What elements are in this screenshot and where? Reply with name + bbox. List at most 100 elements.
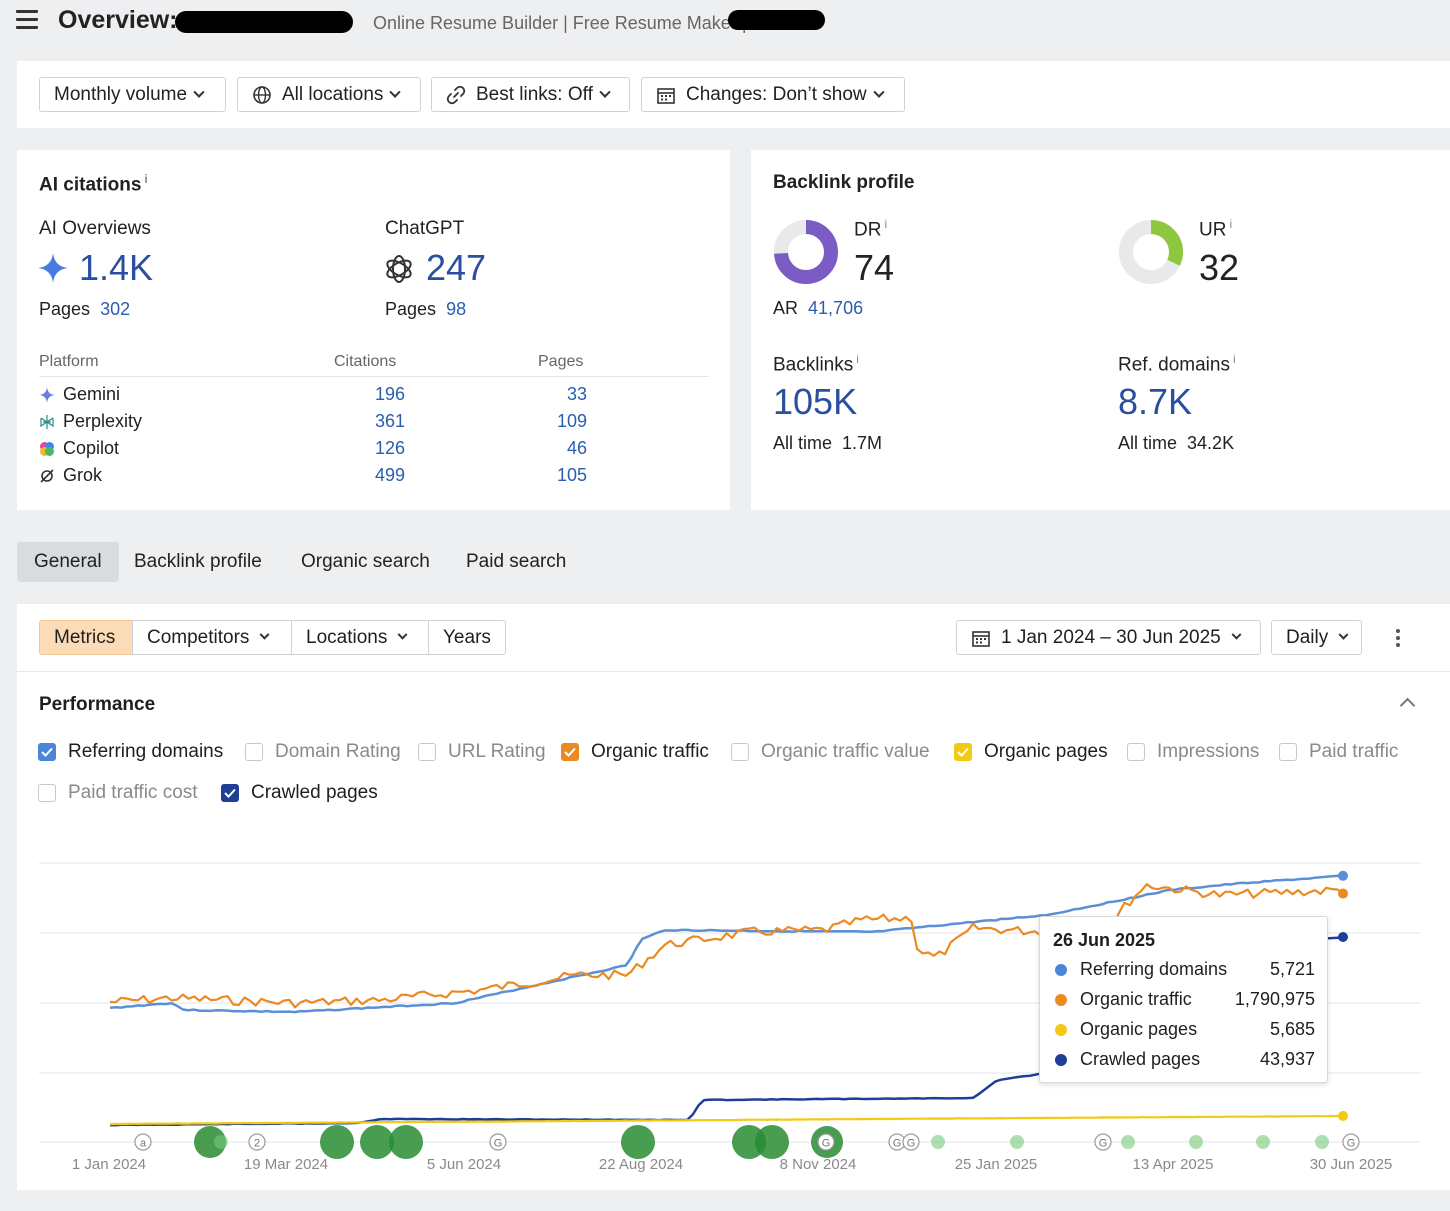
menu-icon[interactable] xyxy=(16,10,38,30)
platform-name: Gemini xyxy=(63,384,121,404)
event-bubble[interactable] xyxy=(621,1125,655,1159)
backlinks-value[interactable]: 105K xyxy=(773,381,858,422)
best-links-label: Best links: Off xyxy=(476,83,593,105)
event-bubble[interactable] xyxy=(320,1125,354,1159)
chatgpt-value: 247 xyxy=(426,247,487,288)
annotation-marker[interactable]: a xyxy=(134,1133,152,1151)
chatgpt-icon xyxy=(386,255,412,283)
unchecked-box-icon xyxy=(245,743,263,761)
info-icon[interactable]: i xyxy=(884,217,888,231)
tooltip-series-name: Organic traffic xyxy=(1080,989,1192,1009)
tab-organic-search[interactable]: Organic search xyxy=(301,551,430,572)
checked-box-icon xyxy=(38,743,56,761)
checkbox-organic-pages[interactable]: Organic pages xyxy=(954,741,1108,763)
ur-label: UR i xyxy=(1199,217,1233,241)
chevron-down-icon xyxy=(872,86,885,98)
annotation-marker-label: G xyxy=(822,1138,831,1150)
checkbox-crawled-pages[interactable]: Crawled pages xyxy=(221,782,378,804)
interval-dropdown[interactable]: Daily xyxy=(1271,620,1362,655)
ai-citations-title: AI citations i xyxy=(39,172,148,196)
checkbox-organic-traffic-value[interactable]: Organic traffic value xyxy=(731,741,930,763)
ar-link[interactable]: 41,706 xyxy=(808,298,864,318)
locations-segment[interactable]: Locations xyxy=(291,620,429,655)
checkbox-label: Organic traffic xyxy=(591,741,709,762)
date-range-dropdown[interactable]: 1 Jan 2024 – 30 Jun 2025 xyxy=(956,620,1261,655)
checkbox-paid-traffic-cost[interactable]: Paid traffic cost xyxy=(38,782,198,804)
citations-link[interactable]: 196 xyxy=(374,384,405,404)
citations-link[interactable]: 361 xyxy=(374,411,405,431)
pages-link[interactable]: 46 xyxy=(566,438,587,458)
checkbox-paid-traffic[interactable]: Paid traffic xyxy=(1279,741,1398,763)
checked-box-icon xyxy=(221,784,239,802)
link-icon xyxy=(446,85,466,104)
ai-overviews-pages-link[interactable]: 302 xyxy=(100,299,131,319)
dr-label: DR i xyxy=(854,217,888,241)
checkbox-url-rating[interactable]: URL Rating xyxy=(418,741,546,763)
event-bubble[interactable] xyxy=(1189,1135,1203,1149)
pages-link[interactable]: 33 xyxy=(566,384,587,404)
annotation-marker[interactable]: G xyxy=(489,1133,507,1151)
pages-link[interactable]: 109 xyxy=(556,411,587,431)
copilot-icon xyxy=(40,442,54,456)
tab-general[interactable]: General xyxy=(17,542,119,582)
ref-domains-value[interactable]: 8.7K xyxy=(1118,381,1193,422)
divider xyxy=(17,671,1450,672)
redaction xyxy=(728,10,825,30)
event-bubble[interactable] xyxy=(931,1135,945,1149)
info-icon[interactable]: i xyxy=(1229,217,1233,231)
citations-link[interactable]: 499 xyxy=(374,465,405,485)
locations-dropdown[interactable]: All locations xyxy=(237,77,421,112)
chevron-up-icon[interactable] xyxy=(1399,697,1416,714)
event-bubble[interactable] xyxy=(1256,1135,1270,1149)
dr-value: 74 xyxy=(854,247,895,288)
best-links-dropdown[interactable]: Best links: Off xyxy=(431,77,630,112)
event-bubble[interactable] xyxy=(194,1126,226,1158)
event-bubble[interactable] xyxy=(360,1125,394,1159)
ar-row: AR 41,706 xyxy=(773,298,864,318)
tab-paid-search[interactable]: Paid search xyxy=(466,551,567,572)
checked-box-icon xyxy=(954,743,972,761)
info-icon[interactable]: i xyxy=(1232,352,1236,366)
event-bubble[interactable] xyxy=(1010,1135,1024,1149)
checkbox-referring-domains[interactable]: Referring domains xyxy=(38,741,223,763)
dr-donut-chart xyxy=(774,220,838,284)
checkbox-label: Paid traffic cost xyxy=(68,782,198,803)
pages-link[interactable]: 105 xyxy=(556,465,587,485)
checkbox-impressions[interactable]: Impressions xyxy=(1127,741,1259,763)
checkbox-organic-traffic[interactable]: Organic traffic xyxy=(561,741,709,763)
citations-link[interactable]: 126 xyxy=(374,438,405,458)
volume-dropdown[interactable]: Monthly volume xyxy=(39,77,226,112)
annotation-marker[interactable]: G xyxy=(1094,1133,1112,1151)
unchecked-box-icon xyxy=(38,784,56,802)
info-icon[interactable]: i xyxy=(856,352,859,366)
chatgpt-pages-link[interactable]: 98 xyxy=(446,299,467,319)
event-bubble[interactable] xyxy=(1121,1135,1135,1149)
metrics-segment[interactable]: Metrics xyxy=(39,620,133,655)
tab-backlink-profile[interactable]: Backlink profile xyxy=(134,551,262,572)
event-bubble[interactable] xyxy=(389,1125,423,1159)
checkbox-label: Crawled pages xyxy=(251,782,378,803)
annotation-marker[interactable]: G xyxy=(902,1133,920,1151)
annotation-marker[interactable]: G xyxy=(1342,1133,1360,1151)
event-bubble[interactable] xyxy=(214,1135,228,1149)
info-icon[interactable]: i xyxy=(144,172,148,186)
unchecked-box-icon xyxy=(1127,743,1145,761)
checkbox-domain-rating[interactable]: Domain Rating xyxy=(245,741,401,763)
x-tick-label: 1 Jan 2024 xyxy=(72,1156,146,1173)
col-pages: Pages xyxy=(538,353,584,370)
ai-overviews-value: 1.4K xyxy=(79,247,154,288)
competitors-segment[interactable]: Competitors xyxy=(132,620,292,655)
legend-dot xyxy=(1055,1023,1067,1036)
changes-dropdown[interactable]: Changes: Don’t show xyxy=(641,77,905,112)
more-options-icon[interactable] xyxy=(1393,628,1403,650)
organic-pages-line xyxy=(109,1114,1344,1126)
years-segment[interactable]: Years xyxy=(428,620,506,655)
annotation-marker[interactable]: 2 xyxy=(248,1133,266,1151)
annotation-marker[interactable]: G xyxy=(817,1133,835,1151)
chatgpt-label: ChatGPT xyxy=(385,218,465,239)
ref-domains-all-time: All time 34.2K xyxy=(1118,433,1235,453)
event-bubble[interactable] xyxy=(1315,1135,1329,1149)
backlinks-label: Backlinks i xyxy=(773,352,859,376)
event-bubble[interactable] xyxy=(755,1125,789,1159)
